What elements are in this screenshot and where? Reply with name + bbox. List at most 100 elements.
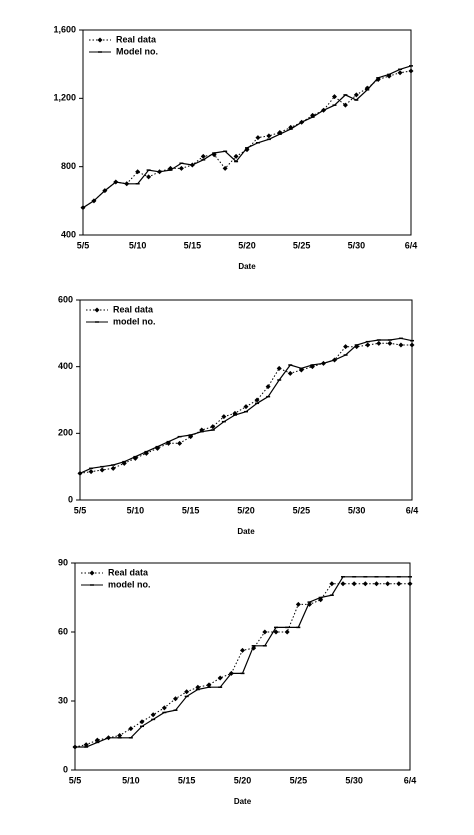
data-point bbox=[200, 153, 206, 159]
data-point bbox=[374, 581, 379, 587]
x-tick-label: 5/20 bbox=[238, 240, 256, 250]
series-line bbox=[82, 65, 412, 209]
x-tick-label: 5/30 bbox=[345, 775, 363, 785]
data-point bbox=[262, 629, 268, 635]
plot-frame bbox=[74, 562, 411, 771]
x-tick-label: 5/10 bbox=[127, 505, 145, 515]
series-line bbox=[74, 583, 410, 748]
data-point bbox=[385, 581, 391, 587]
x-tick-label: 5/5 bbox=[69, 775, 82, 785]
data-point bbox=[409, 342, 415, 348]
data-point bbox=[353, 92, 359, 98]
data-point bbox=[266, 133, 272, 139]
data-point bbox=[376, 340, 382, 346]
data-point bbox=[217, 675, 223, 681]
y-tick-label: 90 bbox=[58, 557, 68, 567]
data-point bbox=[351, 581, 357, 587]
plot-frame bbox=[82, 29, 412, 236]
data-point bbox=[221, 414, 227, 420]
x-tick-label: 5/30 bbox=[348, 505, 366, 515]
y-tick-label: 1,600 bbox=[53, 24, 76, 34]
x-tick-label: 5/20 bbox=[234, 775, 252, 785]
data-point bbox=[407, 581, 413, 587]
x-axis-label: Date bbox=[238, 262, 256, 271]
x-tick-label: 6/4 bbox=[405, 240, 418, 250]
series-line bbox=[75, 576, 410, 748]
x-tick-label: 5/25 bbox=[293, 505, 311, 515]
data-point bbox=[343, 344, 349, 350]
legend-marker bbox=[94, 307, 100, 313]
data-point bbox=[206, 682, 212, 688]
data-point bbox=[222, 165, 228, 171]
x-tick-label: 5/10 bbox=[129, 240, 147, 250]
x-tick-label: 5/25 bbox=[293, 240, 311, 250]
data-point bbox=[340, 581, 346, 587]
data-point bbox=[161, 705, 167, 711]
x-axis-label: Date bbox=[237, 527, 255, 536]
y-tick-label: 600 bbox=[58, 294, 73, 304]
data-point bbox=[150, 712, 156, 718]
data-point bbox=[99, 467, 105, 473]
x-tick-label: 5/10 bbox=[122, 775, 140, 785]
legend-marker bbox=[97, 37, 103, 43]
plot-frame bbox=[79, 299, 413, 501]
data-point bbox=[146, 174, 152, 180]
x-tick-label: 6/4 bbox=[404, 775, 417, 785]
y-tick-label: 800 bbox=[61, 161, 76, 171]
data-point bbox=[110, 465, 116, 471]
x-axis-label: Date bbox=[234, 797, 252, 806]
data-point bbox=[276, 365, 282, 371]
x-tick-label: 5/5 bbox=[74, 505, 87, 515]
x-tick-label: 5/20 bbox=[237, 505, 255, 515]
legend-label: Real data bbox=[113, 304, 154, 314]
data-point bbox=[240, 647, 245, 653]
data-point bbox=[362, 581, 368, 587]
legend-marker bbox=[89, 570, 95, 576]
data-point bbox=[397, 70, 403, 76]
x-tick-label: 6/4 bbox=[406, 505, 419, 515]
data-point bbox=[365, 342, 371, 348]
y-tick-label: 0 bbox=[68, 494, 73, 504]
data-point bbox=[408, 68, 414, 74]
data-point bbox=[284, 629, 290, 635]
y-tick-label: 60 bbox=[58, 626, 68, 636]
x-tick-label: 5/5 bbox=[77, 240, 90, 250]
legend-label: Real data bbox=[108, 567, 149, 577]
data-point bbox=[398, 342, 404, 348]
data-point bbox=[173, 696, 178, 702]
data-point bbox=[342, 102, 348, 108]
data-point bbox=[254, 397, 260, 403]
x-tick-label: 5/25 bbox=[290, 775, 308, 785]
y-tick-label: 200 bbox=[58, 428, 73, 438]
data-point bbox=[139, 719, 145, 725]
data-point bbox=[396, 581, 402, 587]
x-tick-label: 5/15 bbox=[182, 505, 200, 515]
y-tick-label: 0 bbox=[63, 764, 68, 774]
x-tick-label: 5/30 bbox=[348, 240, 366, 250]
data-point bbox=[117, 733, 123, 738]
data-point bbox=[135, 169, 141, 175]
data-point bbox=[387, 340, 393, 346]
data-point bbox=[255, 135, 261, 141]
data-point bbox=[177, 440, 183, 446]
data-point bbox=[178, 165, 184, 171]
data-point bbox=[265, 384, 271, 390]
data-point bbox=[329, 581, 335, 587]
legend-label: Model no. bbox=[116, 46, 158, 56]
legend-label: model no. bbox=[113, 316, 156, 326]
data-point bbox=[273, 629, 279, 635]
data-point bbox=[128, 726, 134, 732]
data-point bbox=[184, 689, 190, 695]
data-point bbox=[88, 469, 94, 475]
data-point bbox=[331, 94, 337, 100]
data-point bbox=[210, 424, 216, 430]
data-point bbox=[243, 404, 249, 410]
y-tick-label: 1,200 bbox=[53, 93, 76, 103]
x-tick-label: 5/15 bbox=[178, 775, 196, 785]
x-tick-label: 5/15 bbox=[184, 240, 202, 250]
series-line bbox=[82, 70, 412, 209]
legend-label: model no. bbox=[108, 579, 151, 589]
y-tick-label: 400 bbox=[58, 361, 73, 371]
data-point bbox=[287, 370, 293, 376]
